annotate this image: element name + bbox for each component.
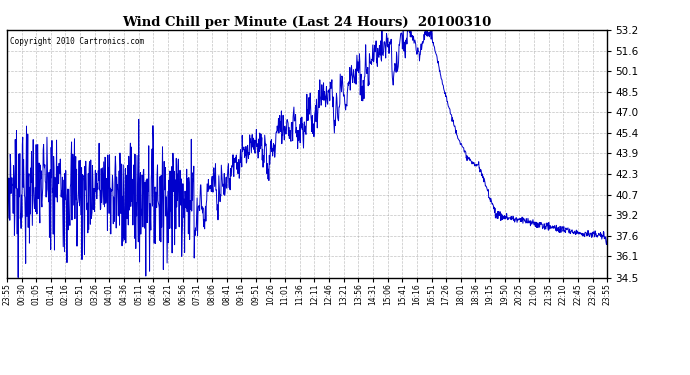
Title: Wind Chill per Minute (Last 24 Hours)  20100310: Wind Chill per Minute (Last 24 Hours) 20… [122,16,492,29]
Text: Copyright 2010 Cartronics.com: Copyright 2010 Cartronics.com [10,38,144,46]
